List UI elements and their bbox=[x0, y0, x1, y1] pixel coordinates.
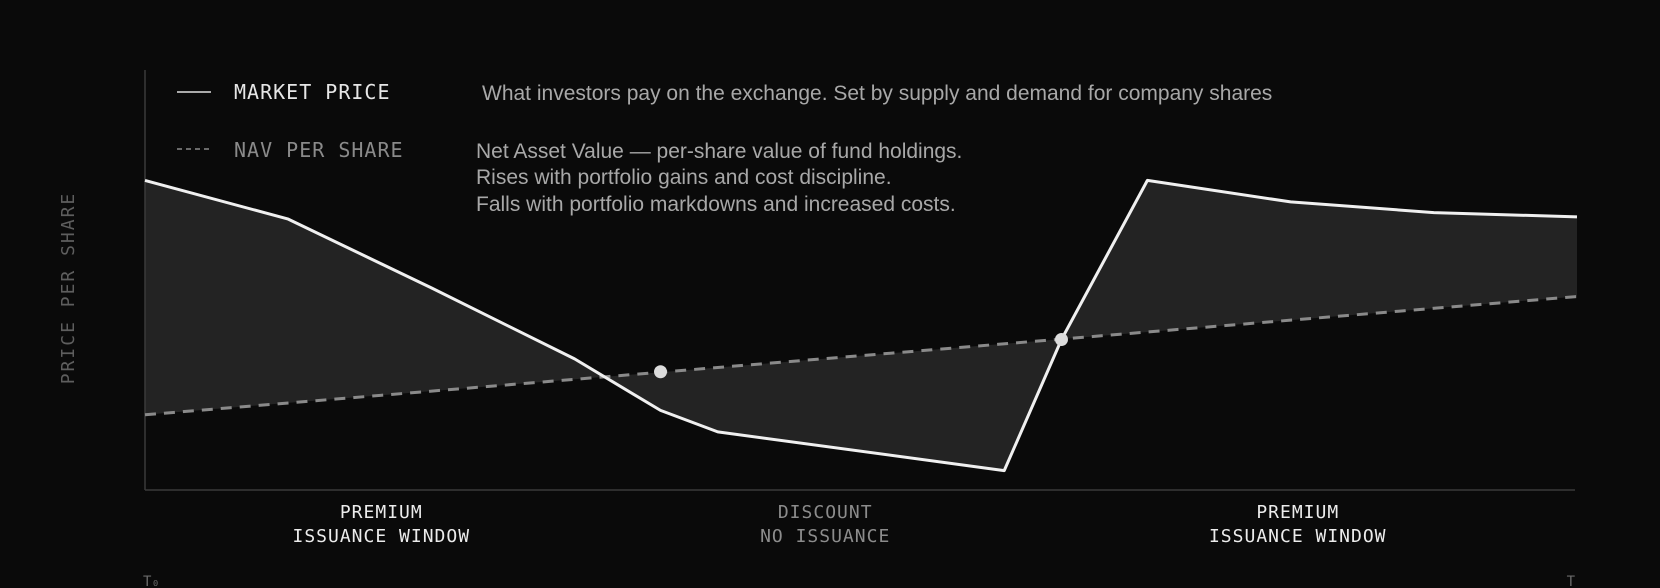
legend-nav-description-line-3: Falls with portfolio markdowns and incre… bbox=[476, 193, 956, 216]
market-price-line bbox=[144, 178, 1578, 473]
legend: MARKET PRICE What investors pay on the e… bbox=[177, 80, 1272, 216]
x-tick-label-1: T₀ bbox=[143, 574, 160, 588]
legend-nav-description-line-2: Rises with portfolio gains and cost disc… bbox=[476, 166, 892, 189]
legend-market-label: MARKET PRICE bbox=[234, 80, 391, 104]
x-tick-label-2: T bbox=[1567, 574, 1576, 588]
gap-area bbox=[145, 180, 1577, 471]
legend-market-description: What investors pay on the exchange. Set … bbox=[482, 82, 1272, 105]
legend-nav-description-line-1: Net Asset Value — per-share value of fun… bbox=[476, 140, 962, 163]
region-labels: PREMIUM ISSUANCE WINDOW DISCOUNT NO ISSUANC… bbox=[292, 502, 1387, 547]
premium-discount-fill bbox=[145, 180, 1577, 471]
nav-per-share-line bbox=[144, 295, 1578, 417]
crossing-point-1 bbox=[654, 365, 668, 379]
y-axis-label: PRICE PER SHARE bbox=[58, 192, 79, 385]
x-tick-labels: T₀ T bbox=[143, 574, 1576, 588]
region-label-2-line-2: NO ISSUANCE bbox=[760, 526, 890, 547]
region-label-1-line-1: PREMIUM bbox=[340, 502, 423, 523]
crossing-points bbox=[654, 333, 1068, 379]
legend-nav-label: NAV PER SHARE bbox=[234, 138, 404, 162]
region-label-2-line-1: DISCOUNT bbox=[778, 502, 873, 523]
crossing-point-2 bbox=[1054, 333, 1068, 346]
region-label-1-line-2: ISSUANCE WINDOW bbox=[292, 526, 470, 547]
region-label-3-line-2: ISSUANCE WINDOW bbox=[1209, 526, 1387, 547]
region-label-3-line-1: PREMIUM bbox=[1256, 502, 1339, 523]
